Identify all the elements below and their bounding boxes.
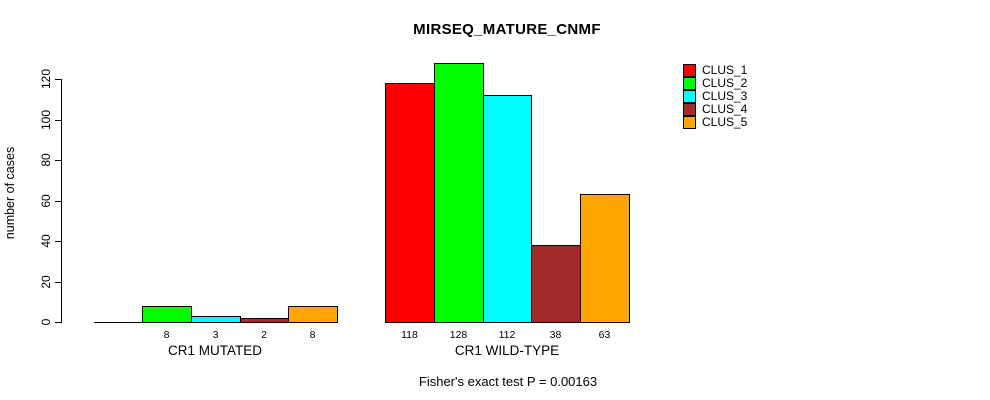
bar-value-label: 128: [449, 329, 468, 341]
bar: [385, 83, 435, 323]
bar-value-label: 8: [163, 329, 170, 341]
bar-value-label: 118: [401, 329, 418, 341]
y-tick-mark: [55, 160, 61, 161]
y-tick-mark: [55, 241, 61, 242]
legend-item: CLUS_4: [683, 103, 747, 116]
legend-label: CLUS_4: [702, 102, 748, 116]
legend-item: CLUS_1: [683, 64, 747, 77]
bar-value-label: 8: [309, 329, 316, 341]
y-tick-label: 0: [39, 318, 53, 326]
legend-label: CLUS_3: [702, 89, 748, 103]
y-tick-label: 120: [39, 68, 53, 90]
bar-value-label: 38: [549, 329, 562, 341]
y-tick-label: 40: [39, 234, 53, 248]
y-tick-mark: [55, 79, 61, 80]
bar-value-label: 112: [498, 329, 516, 341]
bar: [191, 316, 241, 323]
y-axis-line: [61, 79, 62, 323]
legend-label: CLUS_5: [702, 115, 748, 129]
x-category-label: CR1 MUTATED: [168, 343, 262, 358]
x-category-label: CR1 WILD-TYPE: [454, 343, 560, 358]
legend-swatch: [683, 116, 696, 129]
legend-swatch: [683, 103, 696, 116]
y-tick-mark: [55, 201, 61, 202]
y-tick-label: 80: [39, 153, 53, 167]
legend-item: CLUS_3: [683, 90, 747, 103]
legend-swatch: [683, 90, 696, 103]
bar: [434, 63, 484, 323]
bar-value-label: 3: [212, 329, 219, 341]
y-tick-mark: [55, 322, 61, 323]
bar: [483, 95, 532, 323]
y-axis-label: number of cases: [3, 146, 17, 240]
y-tick-label: 20: [39, 275, 53, 289]
legend-swatch: [683, 64, 696, 77]
chart-title: MIRSEQ_MATURE_CNMF: [413, 21, 601, 38]
y-tick-label: 100: [39, 109, 53, 131]
bar-value-label: 2: [261, 329, 267, 341]
y-tick-mark: [55, 120, 61, 121]
legend-label: CLUS_1: [702, 63, 748, 77]
bar: [240, 318, 289, 323]
footer-caption: Fisher's exact test P = 0.00163: [418, 374, 598, 389]
legend-swatch: [683, 77, 696, 90]
bar: [288, 306, 338, 323]
y-tick-label: 60: [39, 194, 53, 208]
bar: [142, 306, 192, 323]
bar-value-label: 63: [598, 329, 611, 341]
bar: [531, 245, 581, 323]
legend-label: CLUS_2: [702, 76, 748, 90]
y-tick-mark: [55, 282, 61, 283]
legend-item: CLUS_5: [683, 116, 747, 129]
bar: [580, 194, 630, 323]
legend-item: CLUS_2: [683, 77, 747, 90]
